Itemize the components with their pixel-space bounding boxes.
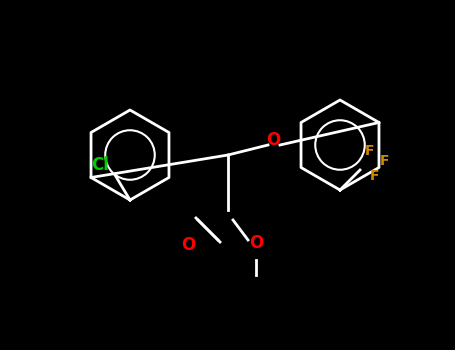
Text: O: O [266,131,280,149]
Text: O: O [181,236,195,254]
Text: O: O [249,234,263,252]
Text: Cl: Cl [91,156,109,174]
Text: F: F [365,144,374,158]
Text: F: F [370,169,379,183]
Text: F: F [380,154,389,168]
